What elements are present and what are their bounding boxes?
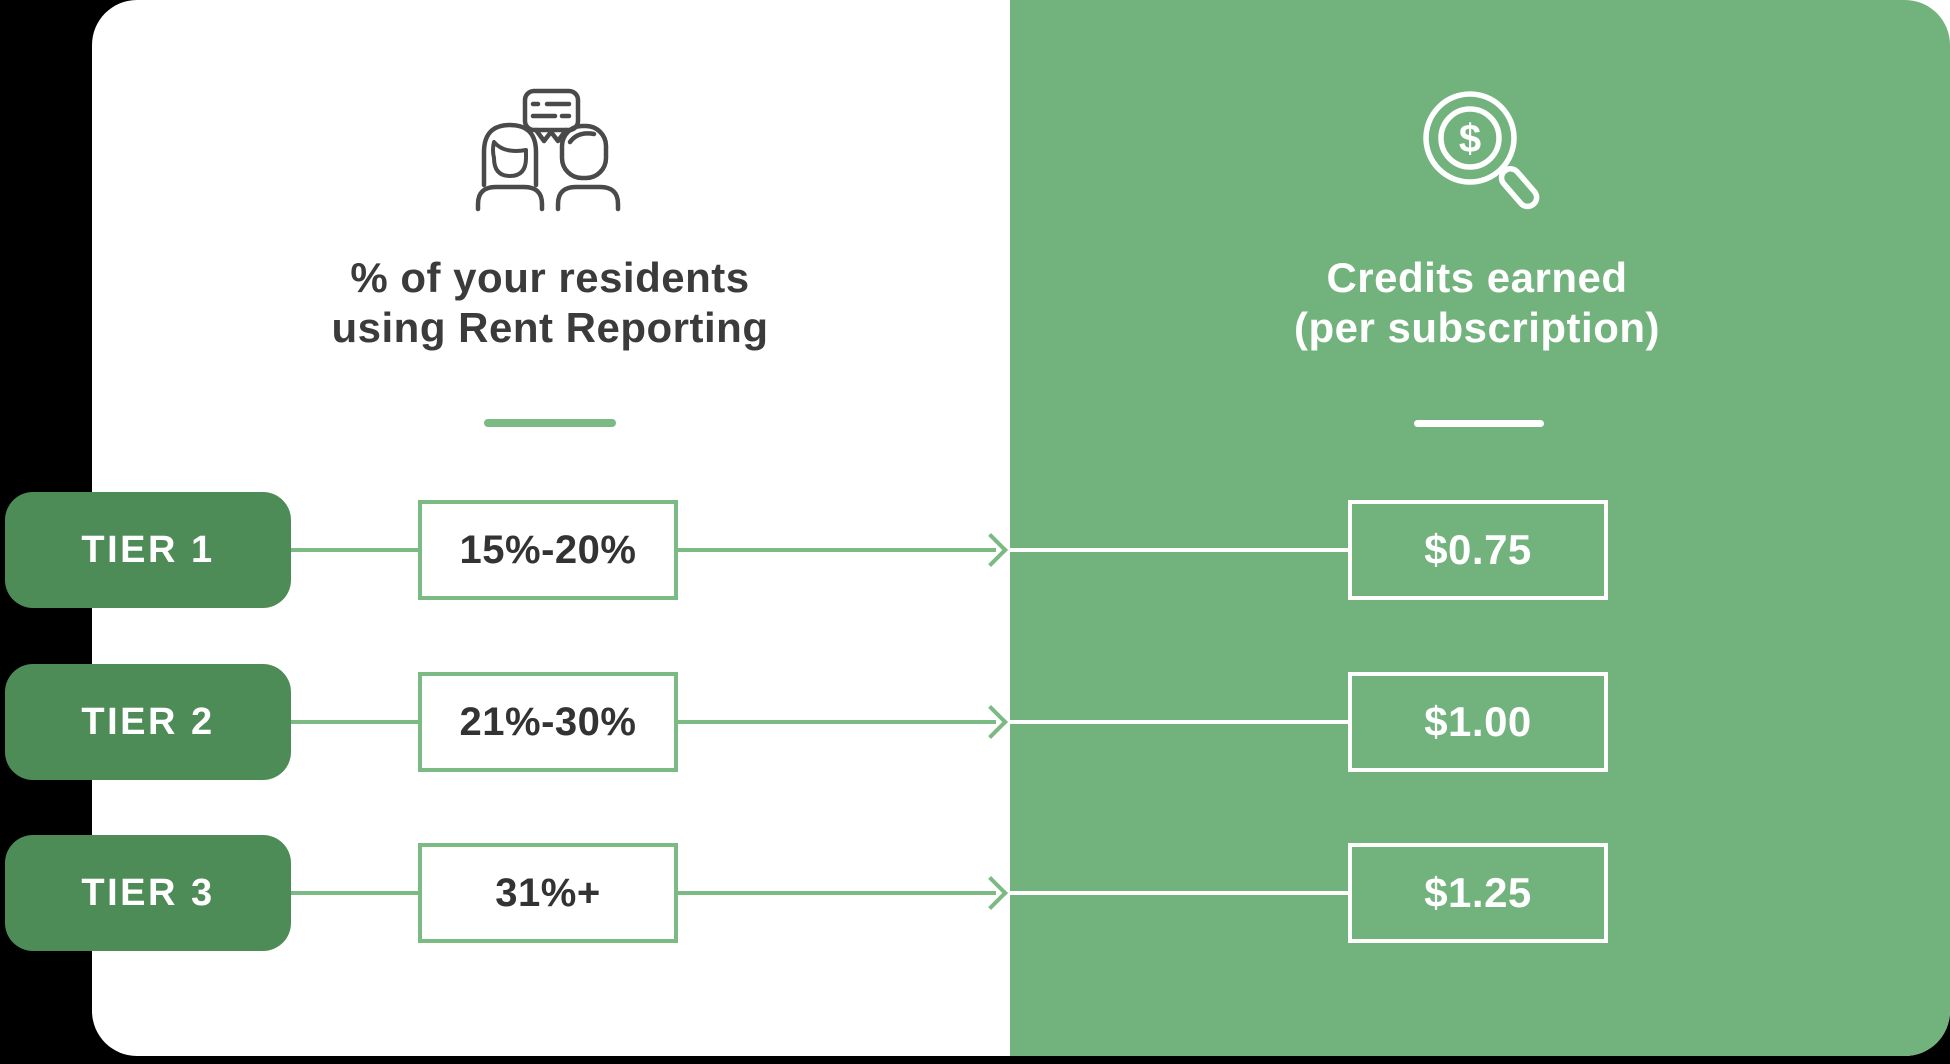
left-heading-line1: % of your residents <box>350 254 750 301</box>
tier-badge: TIER 1 <box>5 492 291 608</box>
tier-badge: TIER 3 <box>5 835 291 951</box>
connector-line-white <box>1010 891 1348 895</box>
connector-line <box>291 548 418 552</box>
right-heading-line2: (per subscription) <box>1293 304 1661 351</box>
credit-value: $1.25 <box>1424 869 1532 916</box>
credits-green-panel <box>1010 0 1950 1056</box>
right-divider <box>1414 420 1544 427</box>
connector-line-white <box>1010 548 1348 552</box>
connector-line-white <box>1010 720 1348 724</box>
arrow-right-icon <box>974 876 1008 910</box>
tier-row: TIER 1 15%-20% $0.75 <box>0 492 1950 608</box>
conversation-icon <box>470 88 630 212</box>
resident-percent-value: 21%-30% <box>459 699 637 744</box>
credit-value: $1.00 <box>1424 698 1532 745</box>
credit-value: $0.75 <box>1424 526 1532 573</box>
resident-percent-box: 21%-30% <box>418 672 678 772</box>
tier-label: TIER 3 <box>81 871 215 914</box>
svg-text:$: $ <box>1459 117 1481 161</box>
card <box>92 0 1950 1056</box>
connector-line <box>291 720 418 724</box>
dollar-magnifier-icon: $ <box>1420 86 1540 214</box>
credit-box: $0.75 <box>1348 500 1608 600</box>
tier-label: TIER 1 <box>81 528 215 571</box>
tier-row: TIER 2 21%-30% $1.00 <box>0 664 1950 780</box>
tier-label: TIER 2 <box>81 700 215 743</box>
tier-badge: TIER 2 <box>5 664 291 780</box>
left-heading-line2: using Rent Reporting <box>331 304 769 351</box>
connector-line <box>678 548 996 552</box>
right-heading: Credits earned (per subscription) <box>1077 253 1877 353</box>
connector-line <box>291 891 418 895</box>
resident-percent-box: 15%-20% <box>418 500 678 600</box>
left-heading: % of your residents using Rent Reporting <box>150 253 950 353</box>
connector-line <box>678 720 996 724</box>
right-heading-line1: Credits earned <box>1326 254 1628 301</box>
resident-percent-value: 15%-20% <box>459 527 637 572</box>
left-divider <box>484 419 616 427</box>
connector-line <box>678 891 996 895</box>
arrow-right-icon <box>974 533 1008 567</box>
credit-box: $1.25 <box>1348 843 1608 943</box>
resident-percent-box: 31%+ <box>418 843 678 943</box>
tier-row: TIER 3 31%+ $1.25 <box>0 835 1950 951</box>
resident-percent-value: 31%+ <box>495 870 601 915</box>
credit-box: $1.00 <box>1348 672 1608 772</box>
arrow-right-icon <box>974 705 1008 739</box>
